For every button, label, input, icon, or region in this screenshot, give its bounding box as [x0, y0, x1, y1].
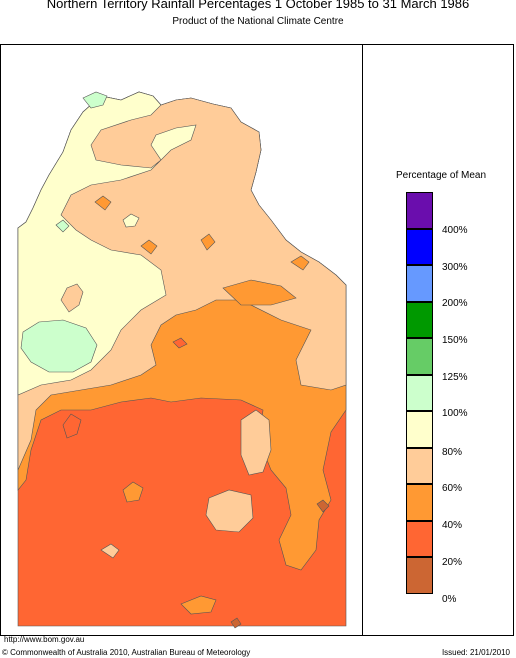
legend-swatch — [406, 265, 433, 302]
legend-label: 60% — [442, 483, 463, 494]
legend-swatch — [406, 192, 433, 229]
patch-0-20-a — [316, 499, 330, 513]
legend-swatch — [406, 447, 433, 484]
legend-label: 300% — [442, 262, 468, 273]
legend-label: 200% — [442, 298, 468, 309]
patch-20-40-b — [172, 337, 188, 349]
legend-label: 100% — [442, 408, 468, 419]
patch-40-60-south — [180, 595, 217, 615]
copyright-text: © Commonwealth of Australia 2010, Austra… — [2, 648, 251, 657]
patch-40-60-b — [140, 239, 158, 255]
legend-color-bar — [406, 192, 434, 594]
legend-label: 40% — [442, 520, 463, 531]
legend-swatch — [406, 557, 433, 594]
patch-100-125-north — [82, 91, 108, 109]
legend-label: 80% — [442, 447, 463, 458]
map-subtitle: Product of the National Climate Centre — [172, 16, 344, 27]
patch-60-80-f — [205, 489, 254, 533]
patch-100-125-small — [55, 219, 70, 233]
legend-title: Percentage of Mean — [395, 170, 487, 181]
map-title: Northern Territory Rainfall Percentages … — [46, 0, 470, 11]
legend-swatch — [406, 228, 433, 265]
legend-swatch — [406, 338, 433, 375]
patch-60-80-a — [122, 213, 140, 228]
patch-60-80-west — [60, 283, 84, 313]
legend-swatch — [406, 520, 433, 557]
legend-swatch — [406, 411, 433, 448]
patch-60-80-g — [100, 543, 120, 559]
patch-20-40-a — [62, 413, 82, 439]
legend-label: 150% — [442, 335, 468, 346]
map-frame — [0, 44, 514, 636]
legend-label: 125% — [442, 372, 468, 383]
frame-divider — [362, 44, 363, 636]
legend-swatch — [406, 301, 433, 338]
issued-date: Issued: 21/01/2010 — [441, 648, 510, 657]
patch-100-125-west — [20, 319, 98, 373]
patch-0-20-b — [230, 617, 242, 629]
patch-40-60-a — [94, 195, 112, 211]
bom-link[interactable]: http://www.bom.gov.au — [4, 635, 85, 644]
patch-60-80-e — [240, 409, 272, 476]
patch-40-60-d — [222, 279, 297, 306]
rainfall-map — [1, 45, 362, 635]
patch-20-40-c — [122, 481, 144, 503]
legend-label: 0% — [442, 594, 457, 605]
legend-label: 400% — [442, 225, 468, 236]
legend-label: 20% — [442, 557, 463, 568]
legend-swatch — [406, 374, 433, 411]
legend-swatch — [406, 484, 433, 521]
patch-40-60-c — [200, 233, 216, 251]
patch-40-60-e — [290, 255, 310, 271]
